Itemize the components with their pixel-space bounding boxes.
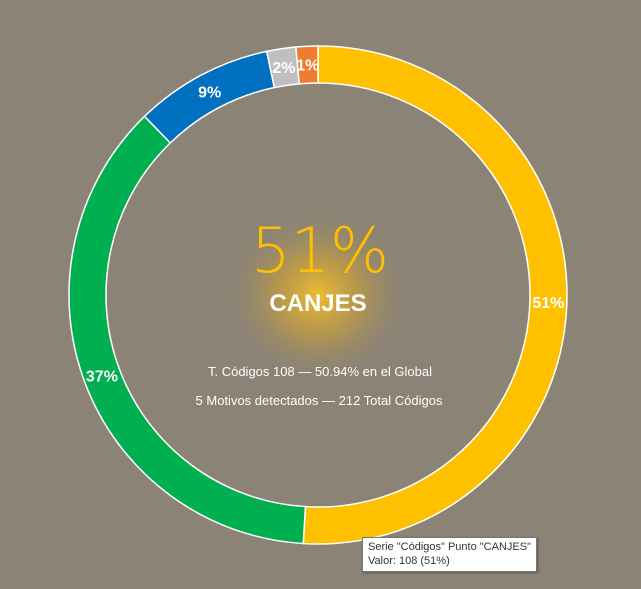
tooltip: Serie "Códigos" Punto "CANJES" Valor: 10…	[362, 537, 537, 572]
center-line-2: 5 Motivos detectados — 212 Total Códigos	[196, 393, 443, 408]
donut-segment-1[interactable]	[302, 45, 568, 545]
donut-segment-5[interactable]	[295, 45, 319, 85]
segment-label-2: 37%	[86, 368, 118, 385]
segment-label-3: 9%	[198, 85, 221, 102]
center-line-1: T. Códigos 108 — 50.94% en el Global	[208, 364, 432, 379]
segment-label-4: 2%	[272, 60, 295, 77]
center-percent: 51%	[251, 214, 389, 287]
segment-label-1: 51%	[532, 295, 564, 312]
center-category: CANJES	[269, 290, 366, 317]
tooltip-line-2: Valor: 108 (51%)	[368, 555, 450, 567]
center-glow	[223, 207, 413, 383]
segment-label-5: 1%	[296, 58, 319, 75]
tooltip-line-1: Serie "Códigos" Punto "CANJES"	[368, 541, 531, 553]
